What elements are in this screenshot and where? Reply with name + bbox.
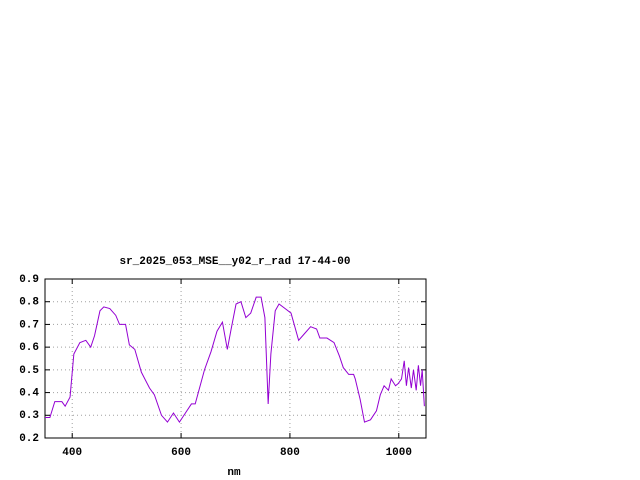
x-axis-label: nm [227,467,241,479]
x-tick-label: 600 [171,447,191,459]
plot-frame [44,278,427,439]
chart-title: sr_2025_053_MSE__y02_r_rad 17-44-00 [119,256,350,268]
y-tick-label: 0.2 [19,433,39,445]
x-tick-label: 800 [280,447,300,459]
y-tick-label: 0.7 [19,319,39,331]
y-tick-label: 0.4 [19,387,39,399]
y-tick-label: 0.6 [19,342,39,354]
y-tick-label: 0.8 [19,297,39,309]
x-tick-label: 1000 [386,447,412,459]
data-line [45,296,425,424]
y-tick-label: 0.5 [19,365,39,377]
x-tick-label: 400 [62,447,82,459]
y-tick-label: 0.9 [19,274,39,286]
y-tick-label: 0.3 [19,410,39,422]
